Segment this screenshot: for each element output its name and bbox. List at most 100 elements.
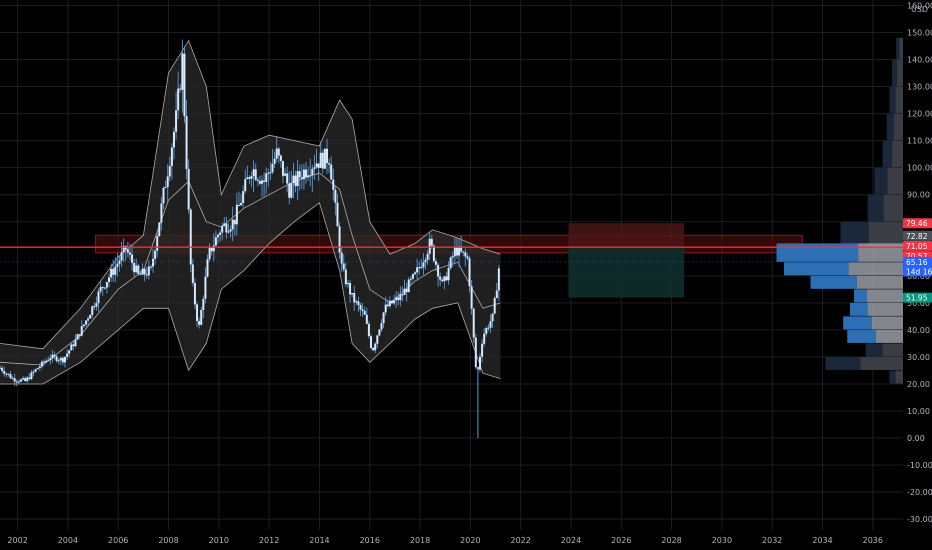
bollinger-lower-line [0,202,501,385]
price-badge-label: 70.57 [906,252,928,261]
candle-body [290,183,293,198]
candle-body [63,356,66,363]
y-tick-label: 110.00 [907,137,932,146]
candle-body [365,314,368,324]
volume-profile-down [899,37,903,59]
price-badge-label: 79.46 [906,219,928,228]
candle-body [353,293,356,303]
x-tick-label: 2004 [58,536,78,545]
candle-body [288,183,291,198]
candle-body [122,246,125,253]
candle-body [376,335,379,344]
candle-body [177,88,180,111]
candle-body [36,368,39,370]
candle-body [30,372,33,380]
candle-body [330,164,333,180]
candle-body [414,272,417,275]
volume-profile-up [810,275,857,289]
candle-body [3,370,6,374]
candle-body [80,326,83,336]
candle-body [198,321,201,325]
candle-body [263,180,266,182]
candle-body [443,276,446,282]
candle-body [441,279,444,282]
bollinger-fill [0,40,501,384]
candle-body [143,268,146,275]
candle-body [49,358,52,361]
candle-body [426,253,429,260]
candle-body [315,163,318,168]
candle-body [296,171,299,187]
candle-body [497,268,500,291]
candle-body [114,266,117,275]
candle-body [265,173,268,182]
volume-profile-down [883,194,903,222]
x-tick-label: 2032 [762,536,782,545]
x-tick-label: 2002 [7,536,27,545]
y-tick-label: -30.00 [907,515,932,524]
x-tick-label: 2008 [158,536,178,545]
horizontal-lines [0,246,903,263]
currency-label: USD [911,5,928,14]
candle-body [82,324,85,327]
candle-body [464,252,467,257]
candle-body [409,278,412,280]
candle-body [200,309,203,325]
candle-body [55,356,58,361]
candle-body [45,360,48,363]
candle-body [424,259,427,263]
candle-body [17,381,20,383]
y-tick-label: 30.00 [907,353,930,362]
candle-body [447,268,450,281]
candle-body [43,361,46,363]
candle-body [9,374,12,379]
candle-body [227,231,230,233]
volume-profile-down [867,302,903,316]
y-tick-label: 0.00 [907,434,925,443]
candle-body [93,306,96,308]
x-tick-label: 2010 [209,536,229,545]
y-tick-label: 150.00 [907,28,932,37]
candle-body [428,238,431,254]
volume-profile-up [874,167,888,195]
candle-body [208,247,211,260]
volume-profile-up [849,302,868,316]
candle-body [47,360,50,362]
candle-body [495,290,498,299]
candle-body [120,252,123,261]
candle-body [422,262,425,268]
time-axis[interactable]: 2002 2004 2006 2008 2010 2012 2014 2016 2018 2020… [7,536,883,545]
candle-body [135,265,138,273]
volume-profile-down [871,316,903,330]
candle-body [292,175,295,184]
bollinger-upper-line [0,39,501,350]
candle-body [244,179,247,192]
candle-body [202,298,205,310]
price-badge-label: 72.82 [906,232,928,241]
candle-body [26,377,29,382]
take-profit-zone [568,247,685,298]
candle-body [149,266,152,268]
candle-body [367,323,370,337]
candle-body [112,268,115,275]
volume-profile-up [886,113,895,141]
candle-body [181,53,184,90]
stop-loss-zone [568,223,685,248]
x-tick-label: 2036 [863,536,883,545]
candle-body [172,131,175,148]
candle-body [101,287,104,289]
candle-body [212,245,215,252]
candle-body [38,366,41,369]
candle-body [445,276,448,281]
candle-body [99,287,102,292]
volume-profile-down [887,167,903,195]
candle-body [0,367,1,369]
volume-profile-down [895,86,903,114]
candle-body [66,353,69,357]
candle-body [156,236,159,251]
candle-body [386,304,389,307]
candle-body [340,252,343,264]
candlestick-series [0,39,500,439]
